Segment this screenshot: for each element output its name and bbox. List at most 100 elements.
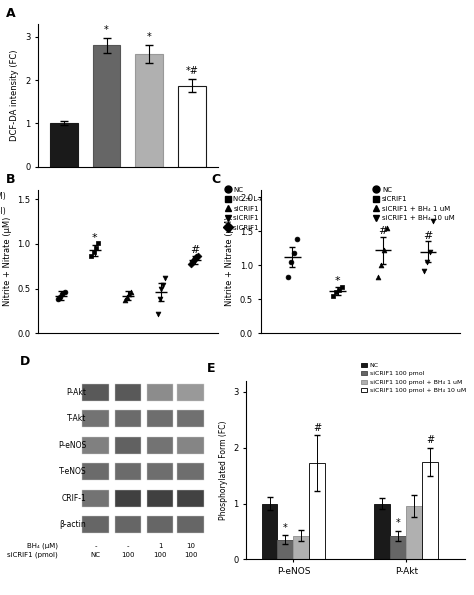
Text: NC: NC	[50, 206, 62, 215]
Text: β-actin: β-actin	[60, 520, 86, 529]
Bar	[82, 410, 109, 427]
Text: P-Akt: P-Akt	[66, 388, 86, 397]
Point	[420, 266, 428, 275]
Point	[423, 257, 430, 267]
Point	[374, 273, 382, 282]
Bar	[115, 384, 141, 400]
Bar	[422, 462, 438, 559]
Y-axis label: Nitrite + Nitrate (μM): Nitrite + Nitrate (μM)	[225, 217, 234, 306]
Bar	[406, 506, 422, 559]
Text: #: #	[378, 226, 388, 236]
Point	[426, 247, 433, 256]
Point	[159, 280, 167, 290]
Text: 100: 100	[121, 552, 135, 558]
Text: NC: NC	[91, 552, 101, 558]
Point	[125, 289, 133, 299]
Y-axis label: Phosphorylated Form (FC): Phosphorylated Form (FC)	[219, 420, 228, 520]
Text: 100: 100	[94, 206, 108, 215]
Bar	[136, 54, 164, 167]
Text: siCRIF1 (pmol): siCRIF1 (pmol)	[7, 552, 58, 558]
Bar	[177, 490, 204, 507]
Text: *: *	[283, 523, 288, 533]
Bar	[115, 463, 141, 480]
Point	[338, 282, 346, 292]
Bar	[82, 463, 109, 480]
Bar	[82, 490, 109, 507]
Bar	[177, 437, 204, 453]
Legend: NC, siCRIF1 100 pmol, siCRIF1 100 pmol + BH₄ 1 uM, siCRIF1 100 pmol + BH₄ 10 uM: NC, siCRIF1 100 pmol, siCRIF1 100 pmol +…	[361, 362, 466, 393]
Point	[123, 292, 131, 301]
Legend: NC, siCRIF1, siCRIF1 + BH₄ 1 uM, siCRIF1 + BH₄ 10 uM: NC, siCRIF1, siCRIF1 + BH₄ 1 uM, siCRIF1…	[374, 187, 455, 221]
Text: siCRIF1 (pmol): siCRIF1 (pmol)	[0, 206, 6, 215]
Bar	[277, 540, 293, 559]
Text: 10: 10	[186, 543, 195, 549]
Point	[284, 273, 292, 282]
Point	[290, 248, 298, 258]
Bar	[115, 410, 141, 427]
Text: 10: 10	[186, 192, 196, 201]
Bar	[115, 516, 141, 533]
Bar	[177, 463, 204, 480]
Bar	[147, 437, 173, 453]
Text: P-eNOS: P-eNOS	[58, 441, 86, 450]
Bar	[82, 516, 109, 533]
Text: -: -	[127, 543, 129, 549]
Point	[88, 251, 95, 261]
Point	[335, 285, 343, 295]
Bar	[147, 463, 173, 480]
Text: BH₄ (μM): BH₄ (μM)	[0, 192, 6, 201]
Point	[157, 284, 165, 293]
Text: 1: 1	[144, 192, 148, 201]
Point	[191, 255, 199, 264]
Bar	[177, 410, 204, 427]
Point	[378, 261, 385, 270]
Bar	[262, 503, 277, 559]
Bar	[115, 437, 141, 453]
Bar	[50, 123, 78, 167]
Point	[192, 252, 200, 262]
Point	[293, 234, 301, 244]
Bar	[374, 503, 390, 559]
Point	[194, 251, 202, 261]
Point	[332, 287, 340, 297]
Text: D: D	[20, 355, 30, 368]
Point	[156, 295, 164, 304]
Bar	[147, 410, 173, 427]
Point	[54, 295, 62, 304]
Text: BH₄ (μM): BH₄ (μM)	[27, 543, 58, 549]
Point	[383, 224, 391, 233]
Point	[94, 238, 102, 248]
Text: 100: 100	[184, 206, 198, 215]
Bar	[115, 490, 141, 507]
Text: 100: 100	[154, 552, 167, 558]
Point	[56, 292, 64, 301]
Point	[154, 309, 162, 318]
Text: 100: 100	[184, 552, 197, 558]
Y-axis label: Nitrite + Nitrate (μM): Nitrite + Nitrate (μM)	[2, 217, 11, 306]
Bar	[177, 516, 204, 533]
Point	[429, 216, 437, 226]
Bar	[147, 490, 173, 507]
Text: #: #	[190, 245, 200, 255]
Point	[381, 246, 388, 255]
Point	[161, 273, 168, 283]
Bar	[390, 536, 406, 559]
Text: 1: 1	[158, 543, 163, 549]
Point	[90, 248, 97, 257]
Text: -: -	[94, 543, 97, 549]
Bar	[82, 437, 109, 453]
Bar	[147, 384, 173, 400]
Text: E: E	[207, 362, 216, 375]
Text: CRIF-1: CRIF-1	[62, 494, 86, 503]
Text: #: #	[426, 436, 434, 445]
Text: 100: 100	[139, 206, 153, 215]
Text: *: *	[335, 276, 340, 286]
Text: *: *	[396, 518, 401, 528]
Point	[188, 259, 195, 269]
Point	[189, 256, 197, 265]
Bar	[147, 516, 173, 533]
Text: B: B	[6, 173, 15, 186]
Text: T-Akt: T-Akt	[67, 414, 86, 423]
Text: A: A	[6, 7, 15, 20]
Bar	[293, 536, 310, 559]
